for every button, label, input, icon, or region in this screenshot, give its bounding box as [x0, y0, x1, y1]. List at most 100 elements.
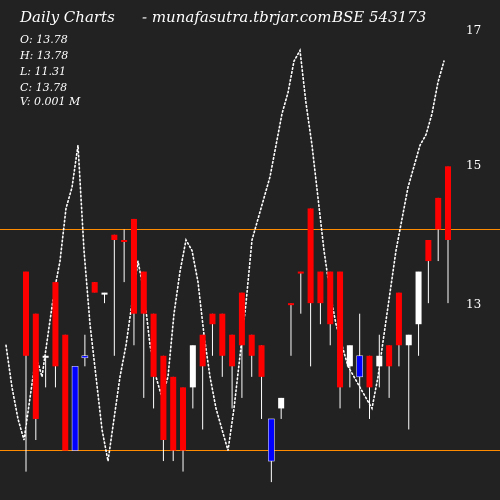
candle [376, 334, 383, 388]
candle [52, 282, 59, 388]
candle [317, 271, 324, 325]
candle-body [445, 166, 451, 240]
candle [219, 313, 226, 377]
candle [42, 355, 49, 388]
candle-body [42, 355, 49, 358]
candle-body [209, 313, 216, 325]
candle-body [160, 355, 167, 440]
candle-body [248, 334, 255, 356]
candle-body [121, 240, 128, 242]
candle [101, 292, 108, 304]
candle-body [101, 292, 108, 295]
candle [121, 229, 128, 283]
y-tick-label: 17 [466, 23, 482, 37]
candle-body [170, 376, 177, 451]
candle [287, 303, 294, 356]
candle-body [376, 355, 383, 367]
candle [366, 355, 373, 419]
candles-layer [23, 166, 451, 483]
candle [209, 313, 216, 356]
volume-value: V: 0.001 M [20, 95, 81, 108]
candle [327, 271, 334, 346]
close-value: C: 13.78 [20, 81, 68, 94]
open-value: O: 13.78 [20, 33, 68, 46]
candle [62, 334, 69, 451]
candle-body [297, 271, 304, 274]
candle-body [337, 271, 344, 388]
candle-body [111, 234, 118, 240]
candle-body [435, 197, 442, 230]
candle [91, 282, 98, 293]
candle-body [71, 366, 79, 451]
chart-source: - munafasutra.tbrjar.com [142, 8, 332, 26]
candle [435, 197, 442, 262]
candle [248, 334, 255, 377]
candle-body [140, 271, 147, 314]
candle [307, 208, 314, 367]
candle [415, 271, 422, 356]
candle-body [180, 387, 187, 451]
candle [180, 387, 187, 472]
candle [258, 345, 265, 419]
candle [337, 271, 344, 409]
price-level-lines [0, 228, 500, 452]
indicator-path [5, 47, 445, 462]
candle [160, 355, 167, 462]
candle [229, 334, 236, 409]
candle-body [415, 271, 422, 325]
candle-body [307, 208, 314, 304]
candle [71, 366, 79, 451]
candle-body [52, 282, 59, 367]
candle-body [238, 292, 245, 346]
y-tick-label: 13 [466, 297, 482, 311]
candle-body [405, 334, 412, 346]
candle-body [356, 355, 363, 378]
candle [268, 418, 275, 483]
candle-body [32, 313, 39, 419]
candle [386, 345, 393, 398]
candle-body [268, 418, 275, 462]
candle-body [199, 334, 206, 367]
candle-body [346, 345, 353, 367]
candle-body [229, 334, 236, 367]
candle-body [23, 271, 29, 356]
candle-body [317, 271, 324, 304]
y-tick-label: 15 [466, 158, 482, 172]
candle-body [395, 292, 402, 346]
candle-body [366, 355, 373, 388]
candle [130, 218, 137, 346]
candle-body [81, 355, 89, 359]
candle-body [130, 218, 137, 314]
candle [150, 313, 157, 409]
candle-body [189, 345, 196, 388]
candle [238, 292, 245, 398]
chart-symbol: BSE 543173 [332, 8, 427, 26]
low-value: L: 11.31 [20, 65, 66, 78]
candle-body [219, 313, 226, 356]
candle [170, 376, 177, 462]
candle [395, 292, 402, 367]
candle-body [278, 397, 285, 409]
candle [32, 313, 39, 440]
candle [140, 271, 147, 398]
candle-body [258, 345, 265, 377]
candle [297, 271, 304, 314]
candle-body [91, 282, 98, 293]
candle-body [386, 345, 393, 367]
candle [346, 345, 353, 388]
candle [81, 334, 89, 367]
indicator-line [5, 47, 445, 462]
candle [278, 397, 285, 419]
candle-body [327, 271, 334, 325]
candle-body [150, 313, 157, 377]
candle [445, 166, 451, 304]
candle [23, 271, 29, 472]
candle [356, 313, 363, 409]
candle [425, 240, 432, 304]
candle-body [425, 240, 432, 262]
candle [111, 234, 118, 356]
candle [405, 334, 412, 430]
chart-title: Daily Charts [20, 8, 115, 26]
candle-body [287, 303, 294, 306]
